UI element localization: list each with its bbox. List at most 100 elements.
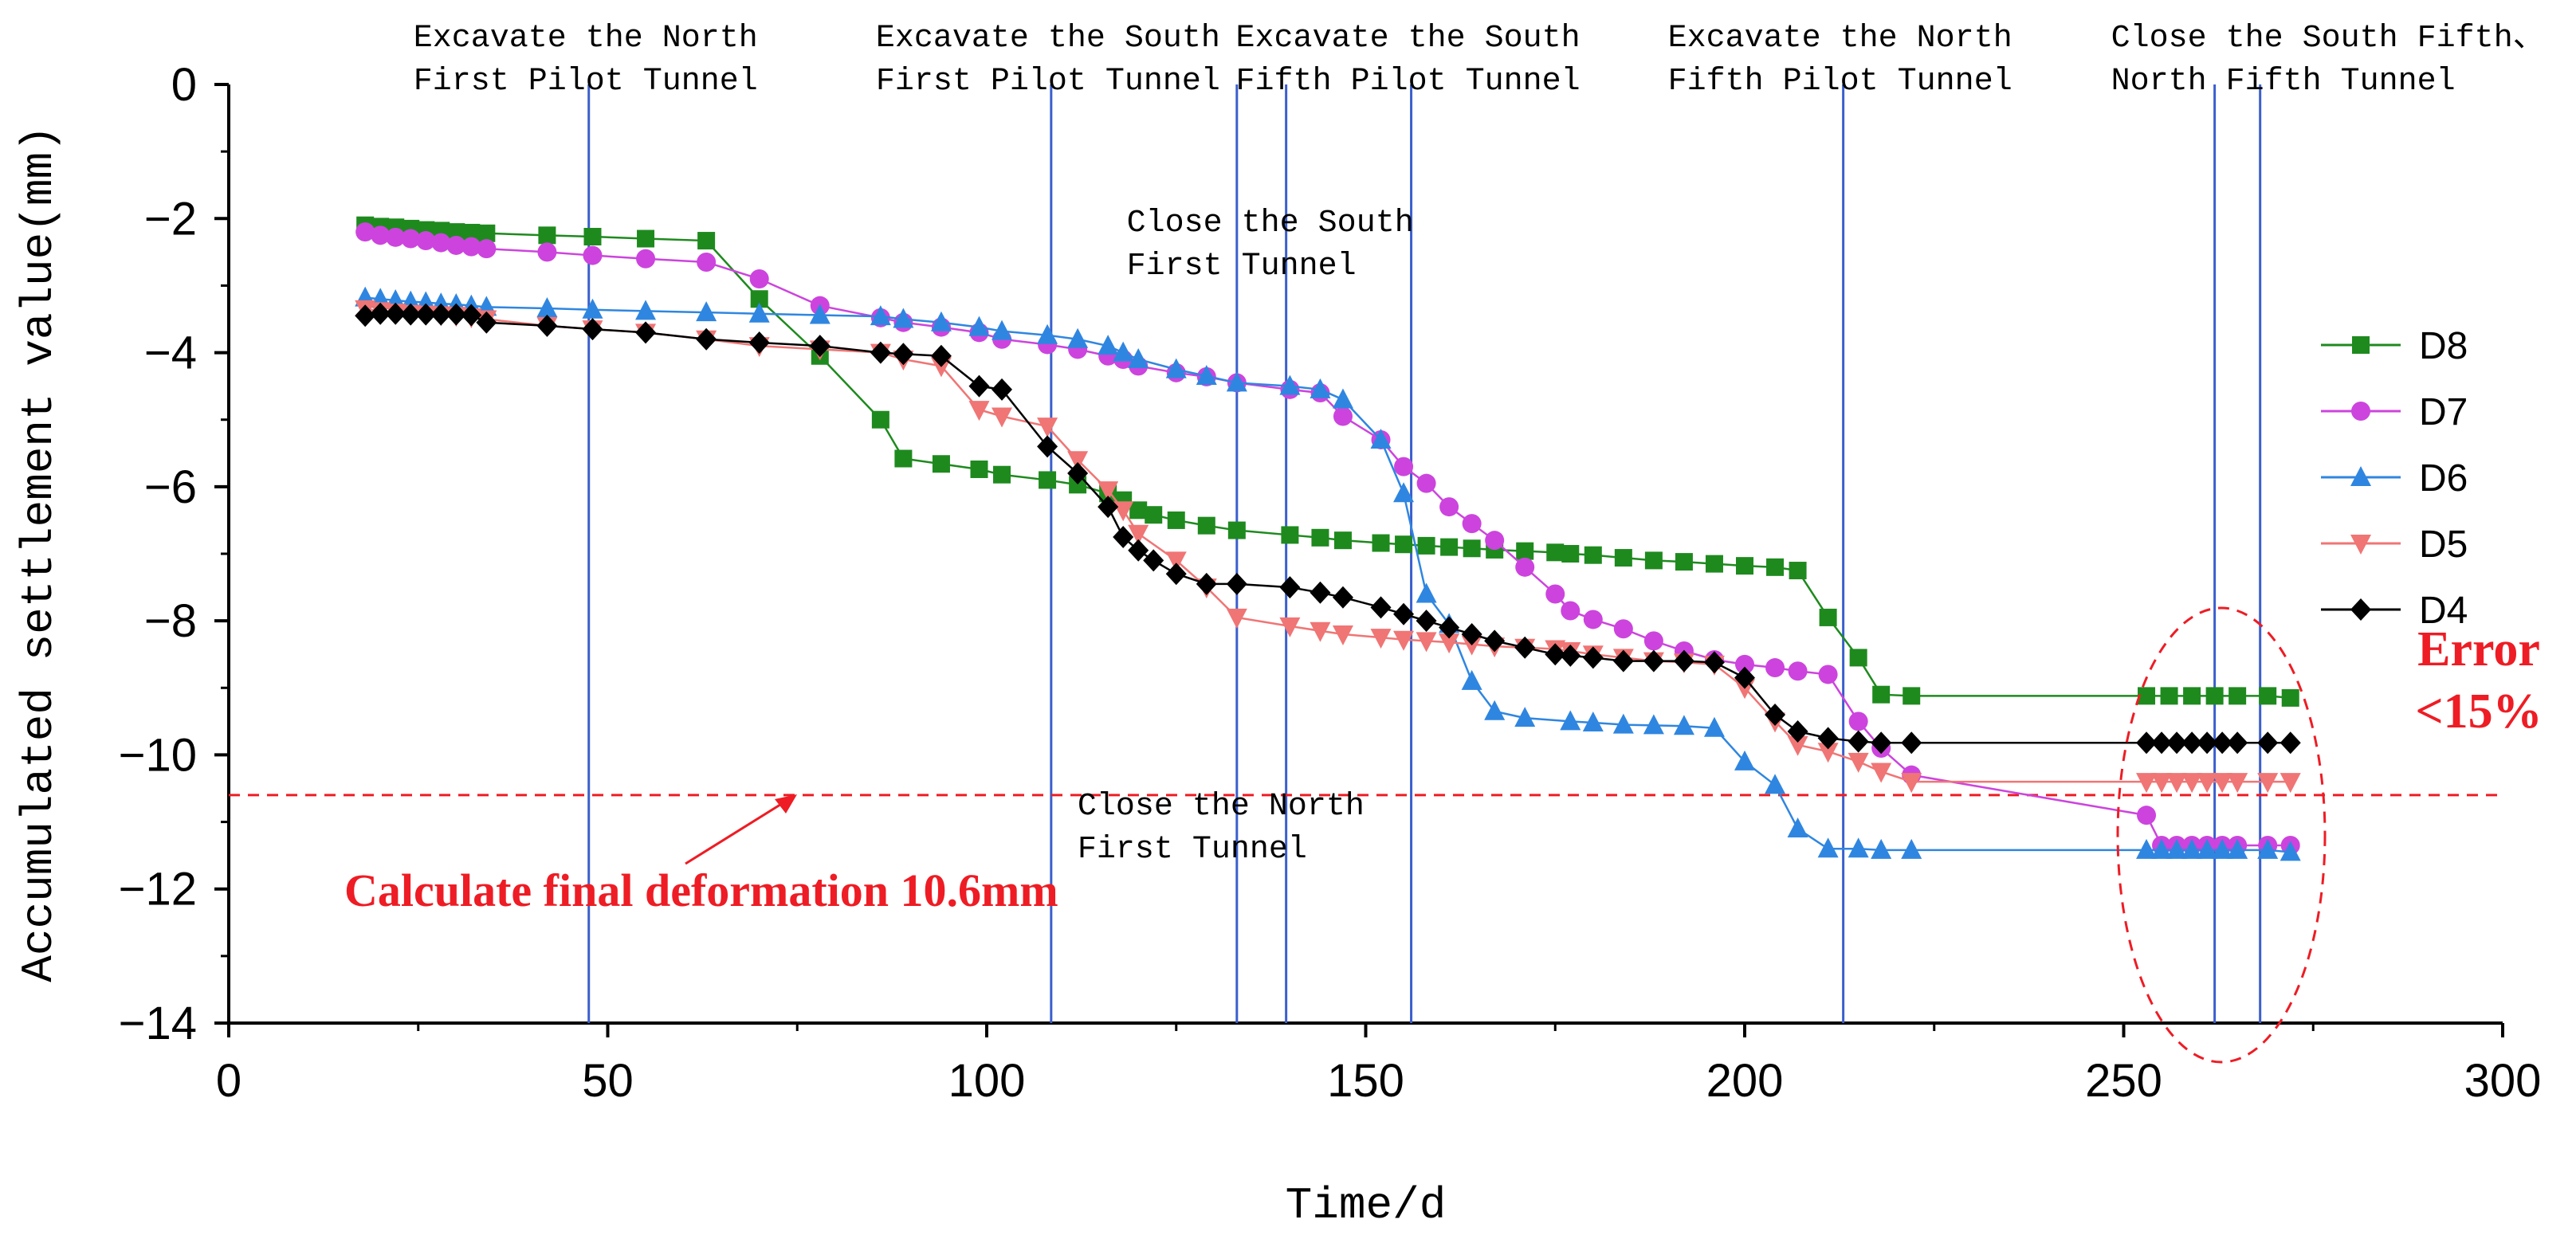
y-tick-label: −4 bbox=[144, 327, 197, 379]
data-point bbox=[1545, 584, 1565, 604]
data-point bbox=[1871, 838, 1892, 859]
data-point bbox=[461, 237, 481, 257]
data-point bbox=[1514, 707, 1536, 727]
data-point bbox=[1439, 633, 1460, 654]
data-point bbox=[477, 224, 496, 242]
data-point bbox=[1901, 731, 1922, 755]
data-point bbox=[2197, 731, 2218, 755]
data-point bbox=[370, 302, 391, 325]
series-line bbox=[365, 296, 2291, 853]
annotation-label: Close the South Fifth、 bbox=[2111, 21, 2545, 57]
annotation-label: Excavate the North bbox=[1668, 21, 2012, 57]
data-point bbox=[583, 245, 603, 265]
legend-label: D6 bbox=[2419, 457, 2468, 500]
data-point bbox=[2181, 731, 2203, 755]
x-tick-label: 150 bbox=[1327, 1055, 1404, 1107]
data-point bbox=[2212, 773, 2233, 794]
data-point bbox=[637, 229, 655, 248]
data-point bbox=[1279, 576, 1301, 599]
data-point bbox=[1675, 553, 1693, 571]
data-point bbox=[1311, 528, 1329, 547]
data-point bbox=[1734, 750, 1755, 770]
data-point bbox=[1643, 631, 1663, 651]
data-point bbox=[1848, 730, 1869, 753]
data-point bbox=[1871, 763, 1892, 783]
legend-item-d7: D7 bbox=[2321, 391, 2468, 433]
data-point bbox=[1370, 596, 1392, 619]
data-point bbox=[930, 311, 952, 331]
series-d8 bbox=[356, 216, 2299, 707]
y-tick-label: −8 bbox=[144, 595, 197, 647]
data-point bbox=[1735, 654, 1754, 674]
data-point bbox=[1765, 703, 1786, 726]
data-point bbox=[1463, 539, 1481, 558]
axis-titles: Time/d Accumulated settlement value(mm) bbox=[14, 125, 1446, 1231]
data-point bbox=[1037, 435, 1058, 458]
data-point bbox=[1872, 685, 1891, 704]
data-point bbox=[636, 249, 656, 269]
data-point bbox=[1098, 335, 1119, 355]
data-point bbox=[1394, 457, 1414, 476]
x-tick-label: 300 bbox=[2464, 1055, 2542, 1107]
data-point bbox=[1901, 773, 1922, 794]
data-point bbox=[1128, 539, 1149, 562]
data-point bbox=[416, 231, 436, 251]
data-point bbox=[2160, 687, 2178, 705]
data-point bbox=[1143, 549, 1164, 572]
legend-marker bbox=[2352, 336, 2370, 354]
data-point bbox=[1766, 558, 1785, 576]
legend-item-d4: D4 bbox=[2321, 590, 2468, 632]
data-point bbox=[1705, 555, 1723, 573]
data-point bbox=[1703, 651, 1725, 674]
reference-arrow-line bbox=[685, 798, 790, 865]
data-point bbox=[461, 304, 482, 327]
data-point bbox=[1848, 712, 1868, 731]
annotations: Excavate the North First Pilot Tunnel Exca… bbox=[344, 21, 2545, 1064]
legend: D8 D7 D6 D5 D4 bbox=[2321, 325, 2468, 632]
data-point bbox=[1461, 669, 1482, 690]
data-point bbox=[748, 331, 770, 354]
annotation-label: Close the South bbox=[1127, 206, 1414, 241]
data-point bbox=[1067, 462, 1089, 485]
data-point bbox=[2205, 687, 2224, 705]
data-point bbox=[1037, 323, 1058, 344]
y-tick-label: −14 bbox=[119, 998, 197, 1049]
data-point bbox=[1461, 635, 1482, 656]
data-point bbox=[1129, 501, 1148, 520]
legend-item-d8: D8 bbox=[2321, 325, 2468, 367]
annotation-label: First Tunnel bbox=[1078, 832, 1307, 868]
data-point bbox=[2151, 731, 2173, 755]
data-point bbox=[1197, 516, 1215, 535]
data-point bbox=[1372, 534, 1390, 552]
data-point bbox=[1395, 535, 1413, 554]
data-point bbox=[1196, 572, 1217, 595]
data-point bbox=[2166, 773, 2188, 794]
data-point bbox=[2227, 731, 2248, 755]
data-point bbox=[1128, 347, 1149, 368]
axes-ticks: 0 50 100 150 200 250 300 0 −2 −4 −6 −8 −10 −12 −14 bbox=[119, 59, 2542, 1107]
data-point bbox=[748, 302, 770, 323]
data-point bbox=[1673, 649, 1694, 672]
data-point bbox=[2136, 773, 2158, 794]
data-point bbox=[1817, 743, 1839, 763]
data-point bbox=[2280, 841, 2301, 861]
data-point bbox=[371, 225, 391, 245]
data-point bbox=[1226, 608, 1247, 629]
data-point bbox=[431, 233, 451, 253]
data-point bbox=[355, 304, 376, 327]
data-point bbox=[477, 239, 497, 259]
data-point bbox=[1281, 526, 1299, 544]
data-point bbox=[870, 341, 891, 364]
data-point bbox=[1819, 608, 1837, 626]
legend-label: D7 bbox=[2419, 391, 2468, 433]
data-point bbox=[1167, 511, 1185, 529]
series-line bbox=[365, 312, 2291, 744]
x-tick-label: 250 bbox=[2085, 1055, 2162, 1107]
legend-item-d6: D6 bbox=[2321, 457, 2468, 500]
legend-label: D5 bbox=[2419, 523, 2468, 566]
data-point bbox=[893, 343, 914, 366]
data-point bbox=[1787, 817, 1808, 837]
data-point bbox=[697, 232, 716, 250]
data-point bbox=[1113, 501, 1134, 522]
data-point bbox=[2259, 687, 2277, 705]
